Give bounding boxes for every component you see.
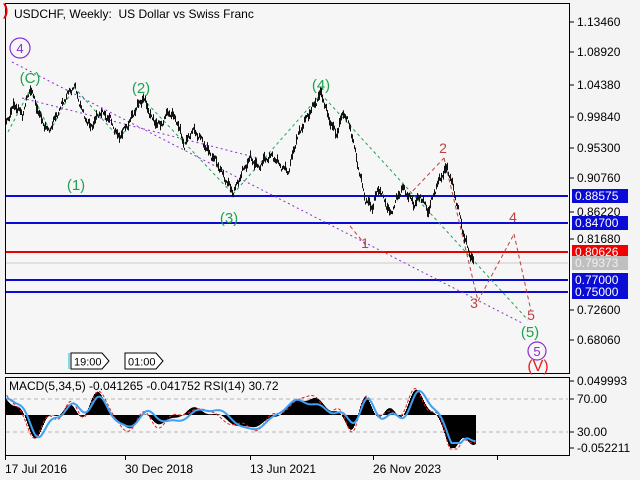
price-chart-canvas[interactable] [5, 3, 570, 374]
price-axis-label: 0.90760 [577, 171, 621, 185]
chart-title: USDCHF, Weekly: US Dollar vs Swiss Franc [14, 7, 254, 21]
price-axis-label: 1.08920 [577, 45, 621, 59]
price-badge: 0.80626 [572, 245, 628, 259]
price-axis-label: 0.95300 [577, 141, 621, 155]
price-badge: 0.88575 [572, 189, 628, 203]
date-axis-label: 30 Dec 2018 [125, 462, 194, 476]
indicator-axis-label: 30.00 [577, 425, 608, 439]
indicator-axis-label: 0.049993 [577, 374, 628, 388]
price-badge: 0.75000 [572, 285, 628, 299]
price-axis-label: 0.81680 [577, 232, 621, 246]
price-axis-label: 1.13460 [577, 15, 621, 29]
price-badge: 0.77000 [572, 273, 628, 287]
price-axis-label: 0.68060 [577, 333, 621, 347]
price-badge: 0.84700 [572, 216, 628, 230]
price-axis-label: 0.99840 [577, 110, 621, 124]
price-axis-label: 0.86220 [577, 205, 621, 219]
price-badge: 0.79373 [572, 256, 628, 270]
date-axis-label: 13 Jun 2021 [250, 462, 317, 476]
date-axis-label: 26 Nov 2023 [373, 462, 442, 476]
price-axis-label: 1.04380 [577, 78, 621, 92]
indicator-axis-label: 70.00 [577, 392, 608, 406]
date-axis-label: 17 Jul 2016 [5, 462, 68, 476]
indicator-axis-label: -0.052211 [577, 441, 631, 455]
indicator-label: MACD(5,34,5) -0.041265 -0.041752 RSI(14)… [9, 379, 279, 393]
price-axis-label: 0.72600 [577, 303, 621, 317]
chart-object-marker-icon: ) [3, 2, 9, 19]
